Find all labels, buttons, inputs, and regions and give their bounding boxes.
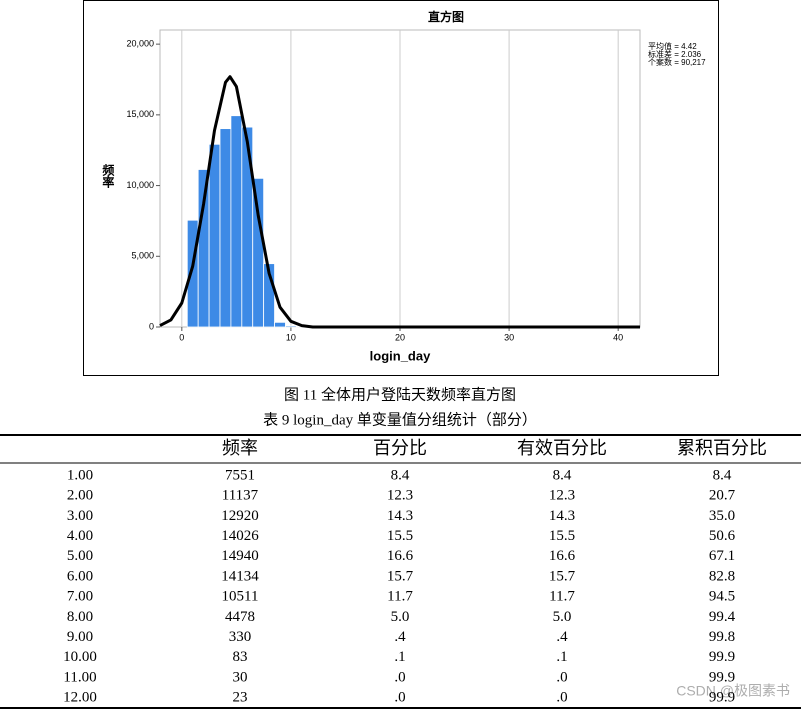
row-label: 8.00 bbox=[67, 609, 93, 625]
row-label: 2.00 bbox=[67, 488, 93, 504]
table-cell: .4 bbox=[556, 629, 568, 645]
table-cell: 14.3 bbox=[549, 508, 575, 524]
column-header: 百分比 bbox=[373, 438, 427, 458]
column-header: 频率 bbox=[222, 438, 258, 458]
table-cell: 20.7 bbox=[709, 488, 736, 504]
chart-title: 直方图 bbox=[428, 9, 464, 24]
table-cell: 330 bbox=[229, 629, 252, 645]
table-cell: 11.7 bbox=[387, 589, 413, 605]
table-cell: 14134 bbox=[221, 568, 259, 584]
bar bbox=[219, 128, 232, 328]
x-tick-label: 10 bbox=[286, 332, 296, 342]
table-cell: 8.4 bbox=[713, 467, 732, 483]
table-cell: .0 bbox=[556, 669, 567, 685]
table-cell: 14026 bbox=[221, 528, 259, 544]
stat-annotation: 标准差 = 2.036 bbox=[648, 49, 702, 59]
row-label: 9.00 bbox=[67, 629, 93, 645]
table-cell: 15.5 bbox=[549, 528, 575, 544]
x-tick-label: 40 bbox=[613, 332, 623, 342]
table-cell: 83 bbox=[233, 649, 248, 665]
table-cell: 10511 bbox=[222, 589, 259, 605]
table-cell: 16.6 bbox=[387, 548, 414, 564]
table-cell: .0 bbox=[394, 669, 405, 685]
table-cell: 5.0 bbox=[553, 609, 572, 625]
table-cell: 16.6 bbox=[549, 548, 576, 564]
y-tick-label: 20,000 bbox=[126, 39, 154, 49]
chart-frame bbox=[83, 0, 719, 376]
table-cell: .0 bbox=[394, 690, 405, 706]
table-cell: 15.7 bbox=[387, 568, 414, 584]
table-cell: 15.5 bbox=[387, 528, 413, 544]
table-cell: 99.9 bbox=[709, 690, 735, 706]
table-cell: 11137 bbox=[222, 488, 259, 504]
row-label: 10.00 bbox=[63, 649, 97, 665]
bar bbox=[197, 169, 210, 328]
table-cell: 99.8 bbox=[709, 629, 735, 645]
bar bbox=[274, 321, 286, 328]
table-cell: 94.5 bbox=[709, 589, 735, 605]
table-cell: 7551 bbox=[225, 467, 255, 483]
y-tick-label: 10,000 bbox=[126, 180, 154, 190]
row-label: 6.00 bbox=[67, 568, 93, 584]
stat-annotation: 个案数 = 90,217 bbox=[648, 57, 706, 67]
figure-caption: 图 11 全体用户登陆天数频率直方图 bbox=[284, 385, 516, 403]
table-cell: 35.0 bbox=[709, 508, 735, 524]
table-cell: 12920 bbox=[221, 508, 259, 524]
table-cell: 14940 bbox=[221, 548, 259, 564]
table-cell: 12.3 bbox=[387, 488, 413, 504]
table-cell: .1 bbox=[394, 649, 405, 665]
y-tick-label: 0 bbox=[149, 321, 154, 331]
table-cell: 4478 bbox=[225, 609, 255, 625]
bar bbox=[285, 325, 297, 328]
column-header: 累积百分比 bbox=[677, 438, 767, 458]
table-cell: 14.3 bbox=[387, 508, 413, 524]
normal-curve bbox=[159, 75, 640, 329]
y-tick-label: 15,000 bbox=[126, 109, 154, 119]
table-caption: 表 9 login_day 单变量值分组统计（部分） bbox=[263, 411, 537, 428]
row-label: 12.00 bbox=[63, 690, 97, 706]
row-label: 1.00 bbox=[67, 467, 93, 483]
table-cell: 67.1 bbox=[709, 548, 735, 564]
table-cell: .4 bbox=[394, 629, 406, 645]
x-axis-label: login_day bbox=[370, 348, 431, 363]
row-label: 7.00 bbox=[67, 589, 93, 605]
x-tick-label: 20 bbox=[395, 332, 405, 342]
table-cell: 50.6 bbox=[709, 528, 736, 544]
table-cell: .0 bbox=[556, 690, 567, 706]
bar bbox=[208, 143, 221, 328]
column-header: 有效百分比 bbox=[517, 438, 607, 458]
row-label: 4.00 bbox=[67, 528, 93, 544]
table-cell: 8.4 bbox=[553, 467, 572, 483]
table-cell: 82.8 bbox=[709, 568, 735, 584]
table-cell: .1 bbox=[556, 649, 567, 665]
bar bbox=[252, 177, 265, 328]
x-tick-label: 30 bbox=[504, 332, 514, 342]
table-cell: 11.7 bbox=[549, 589, 575, 605]
x-tick-label: 0 bbox=[179, 332, 184, 342]
table-cell: 23 bbox=[233, 690, 248, 706]
bar bbox=[263, 263, 275, 328]
table-cell: 12.3 bbox=[549, 488, 575, 504]
table-cell: 99.4 bbox=[709, 609, 736, 625]
table-cell: 99.9 bbox=[709, 669, 735, 685]
table-cell: 99.9 bbox=[709, 649, 735, 665]
stat-annotation: 平均值 = 4.42 bbox=[648, 41, 697, 51]
y-axis-label: 频率 bbox=[101, 163, 115, 189]
row-label: 11.00 bbox=[63, 669, 96, 685]
row-label: 5.00 bbox=[67, 548, 93, 564]
table-cell: 8.4 bbox=[391, 467, 410, 483]
y-tick-label: 5,000 bbox=[131, 251, 154, 261]
watermark: CSDN @极图素书 bbox=[676, 683, 790, 699]
table-cell: 15.7 bbox=[549, 568, 576, 584]
table-cell: 30 bbox=[233, 669, 248, 685]
table-cell: 5.0 bbox=[391, 609, 410, 625]
row-label: 3.00 bbox=[67, 508, 93, 524]
bar bbox=[230, 115, 243, 328]
